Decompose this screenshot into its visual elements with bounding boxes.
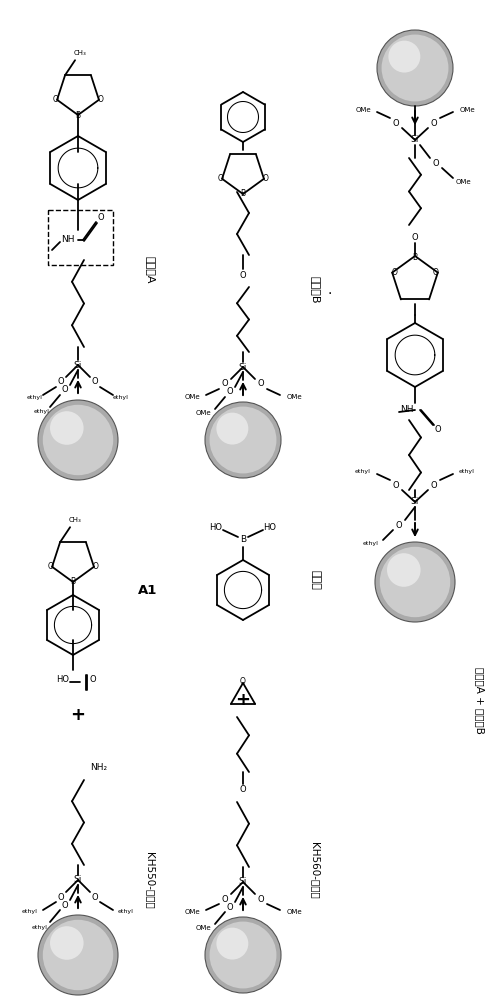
Text: O: O — [393, 118, 399, 127]
Text: HO: HO — [263, 522, 277, 532]
Text: O: O — [47, 562, 53, 571]
Text: O: O — [433, 268, 439, 277]
Text: CH₃: CH₃ — [69, 517, 81, 523]
Text: O: O — [222, 894, 228, 904]
Circle shape — [209, 922, 277, 988]
Text: OMe: OMe — [286, 394, 302, 400]
Text: O: O — [263, 174, 269, 183]
Text: 钓酸钓A: 钓酸钓A — [145, 256, 155, 284]
Text: B: B — [412, 253, 417, 262]
Text: OMe: OMe — [195, 925, 211, 931]
Text: 钓酸钓A + 钓酸钓B: 钓酸钓A + 钓酸钓B — [475, 667, 485, 733]
Text: OMe: OMe — [195, 410, 211, 416]
Text: OMe: OMe — [455, 179, 471, 185]
Text: O: O — [240, 270, 246, 279]
Text: O: O — [226, 387, 233, 396]
Text: O: O — [90, 676, 96, 684]
Text: O: O — [52, 95, 58, 104]
Text: NH₂: NH₂ — [90, 764, 107, 772]
Text: KH550-钓酸钓: KH550-钓酸钓 — [145, 852, 155, 908]
Circle shape — [209, 407, 277, 473]
Circle shape — [50, 926, 84, 960]
Text: OMe: OMe — [355, 107, 371, 113]
Circle shape — [381, 35, 449, 101]
Text: B: B — [240, 536, 246, 544]
Text: O: O — [222, 379, 228, 388]
Text: O: O — [62, 385, 68, 394]
Circle shape — [216, 413, 248, 445]
Text: 钓酸钓B: 钓酸钓B — [310, 276, 320, 304]
Text: Si: Si — [411, 135, 419, 144]
Text: O: O — [62, 900, 68, 910]
Text: B: B — [71, 578, 75, 586]
Text: NH: NH — [61, 235, 75, 244]
Text: O: O — [98, 213, 104, 222]
Text: O: O — [93, 562, 99, 571]
Circle shape — [38, 915, 118, 995]
Text: ethyl: ethyl — [363, 542, 379, 546]
Text: O: O — [240, 676, 246, 686]
Text: O: O — [217, 174, 223, 183]
Text: O: O — [92, 377, 98, 386]
Text: O: O — [391, 268, 397, 277]
Text: O: O — [431, 481, 437, 489]
Circle shape — [216, 928, 248, 960]
Circle shape — [389, 41, 420, 73]
Text: O: O — [395, 520, 402, 530]
Text: ethyl: ethyl — [32, 924, 48, 930]
Circle shape — [377, 30, 453, 106]
Circle shape — [43, 920, 113, 990]
Text: B: B — [75, 110, 80, 119]
Circle shape — [387, 553, 421, 587]
Text: O: O — [258, 894, 264, 904]
Text: O: O — [57, 377, 64, 386]
Text: ethyl: ethyl — [113, 395, 129, 400]
Text: O: O — [240, 786, 246, 794]
Text: 苯硌酸: 苯硌酸 — [310, 570, 320, 590]
Text: OMe: OMe — [286, 909, 302, 915]
Text: O: O — [393, 481, 399, 489]
Circle shape — [205, 402, 281, 478]
Text: ethyl: ethyl — [34, 410, 50, 414]
Text: O: O — [431, 118, 437, 127]
Text: +: + — [236, 691, 250, 709]
Circle shape — [50, 411, 84, 445]
Text: ethyl: ethyl — [27, 395, 43, 400]
Text: CH₃: CH₃ — [74, 50, 87, 56]
Text: +: + — [71, 706, 86, 724]
Text: O: O — [226, 902, 233, 912]
Text: HO: HO — [209, 522, 223, 532]
Text: ethyl: ethyl — [118, 910, 134, 914]
Text: ethyl: ethyl — [22, 910, 38, 914]
Text: O: O — [57, 892, 64, 902]
Text: O: O — [98, 95, 104, 104]
Text: Si: Si — [74, 360, 82, 369]
Text: OMe: OMe — [184, 394, 200, 400]
Text: B: B — [241, 190, 245, 198]
Text: HO: HO — [56, 676, 70, 684]
Text: Si: Si — [239, 878, 247, 886]
Circle shape — [38, 400, 118, 480]
Text: Si: Si — [74, 876, 82, 884]
Circle shape — [43, 405, 113, 475]
Text: KH560-钓酸钓: KH560-钓酸钓 — [310, 842, 320, 898]
Text: OMe: OMe — [459, 107, 475, 113]
Text: Si: Si — [411, 497, 419, 506]
Circle shape — [375, 542, 455, 622]
Text: NH: NH — [400, 406, 414, 414]
Text: ethyl: ethyl — [459, 470, 475, 475]
Text: A1: A1 — [138, 584, 158, 596]
Circle shape — [205, 917, 281, 993]
Text: O: O — [435, 426, 441, 434]
Text: ethyl: ethyl — [355, 470, 371, 475]
Circle shape — [380, 547, 450, 617]
Text: O: O — [92, 892, 98, 902]
Text: O: O — [258, 379, 264, 388]
Text: O: O — [412, 232, 418, 241]
Text: .: . — [328, 283, 332, 297]
Text: Si: Si — [239, 362, 247, 371]
Text: OMe: OMe — [184, 909, 200, 915]
Text: O: O — [432, 158, 439, 167]
